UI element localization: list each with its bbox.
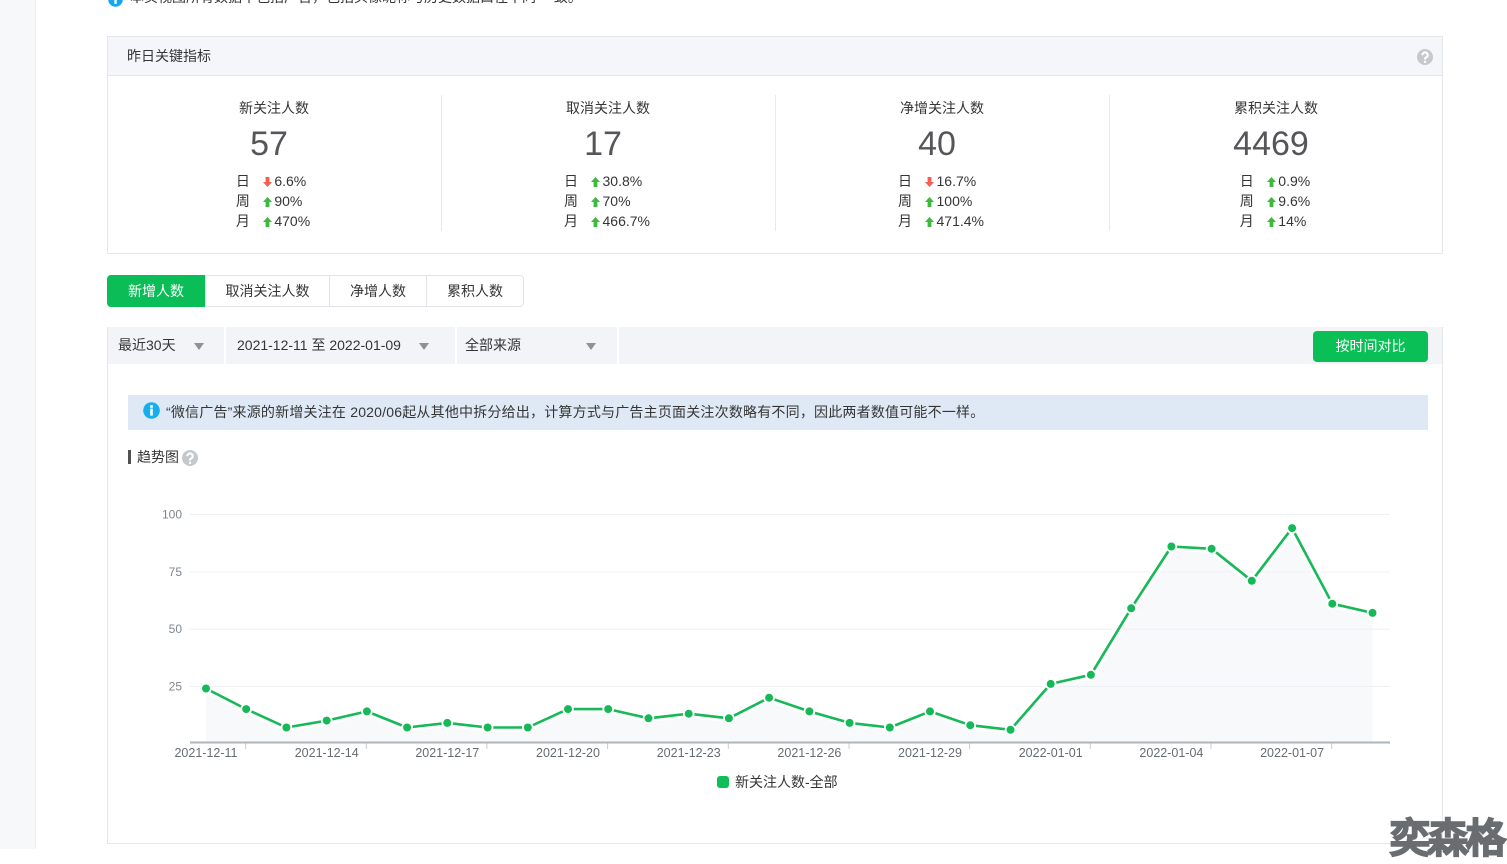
- svg-text:2022-01-01: 2022-01-01: [1019, 746, 1083, 760]
- svg-text:2021-12-26: 2021-12-26: [777, 746, 841, 760]
- svg-text:25: 25: [169, 680, 183, 694]
- svg-text:75: 75: [169, 565, 183, 579]
- svg-text:50: 50: [169, 622, 183, 636]
- svg-text:2021-12-29: 2021-12-29: [898, 746, 962, 760]
- svg-text:2021-12-11: 2021-12-11: [174, 746, 237, 760]
- svg-text:2022-01-04: 2022-01-04: [1139, 746, 1203, 760]
- svg-text:2022-01-07: 2022-01-07: [1260, 746, 1324, 760]
- svg-text:2021-12-23: 2021-12-23: [657, 746, 721, 760]
- svg-text:2021-12-20: 2021-12-20: [536, 746, 600, 760]
- svg-text:100: 100: [162, 508, 182, 522]
- svg-text:2021-12-17: 2021-12-17: [415, 746, 479, 760]
- svg-text:2021-12-14: 2021-12-14: [295, 746, 359, 760]
